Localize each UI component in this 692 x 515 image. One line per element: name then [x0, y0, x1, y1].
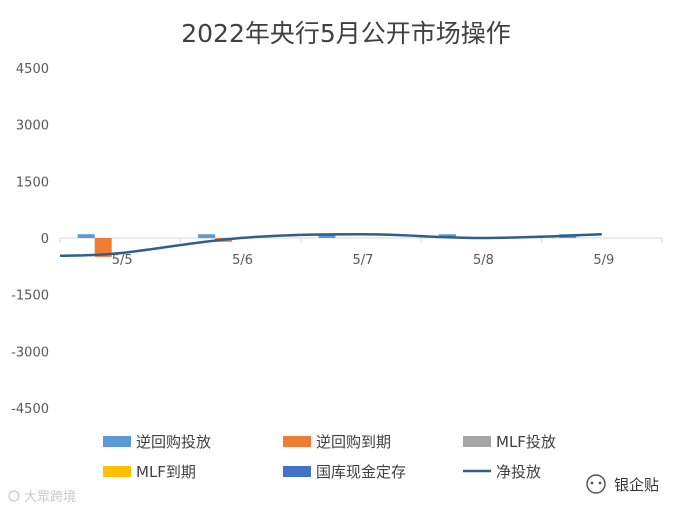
y-tick-label: -3000: [11, 345, 49, 360]
y-tick-label: 1500: [16, 175, 49, 190]
bar: [94, 238, 112, 257]
bar: [77, 234, 95, 238]
bar: [318, 234, 336, 238]
legend-label: 逆回购到期: [316, 433, 391, 451]
legend-label: 逆回购投放: [136, 433, 211, 451]
legend-label: MLF到期: [136, 463, 196, 481]
legend-swatch: [283, 466, 311, 477]
x-tick-label: 5/8: [473, 253, 494, 268]
legend: 逆回购投放 逆回购到期 MLF投放 MLF到期 国库现金定存 净投放: [103, 433, 556, 481]
legend-swatch: [283, 436, 311, 447]
line-layer: [59, 232, 602, 258]
y-tick-label: 3000: [16, 119, 49, 134]
y-tick-label: -4500: [11, 402, 49, 417]
legend-swatch: [463, 436, 491, 447]
legend-label: 国库现金定存: [316, 463, 406, 481]
x-tick-label: 5/6: [232, 253, 253, 268]
y-tick-label: -1500: [11, 289, 49, 304]
y-tick-label: 4500: [16, 62, 49, 77]
bar: [198, 234, 216, 238]
x-tick-label: 5/7: [353, 253, 374, 268]
wechat-icon: [586, 474, 606, 494]
chart-title: 2022年央行5月公开市场操作: [181, 19, 511, 48]
legend-label: 净投放: [496, 463, 541, 481]
net-injection-line: [59, 232, 602, 258]
legend-label: MLF投放: [496, 433, 556, 451]
watermark-left: 大眾跨境: [8, 490, 76, 505]
wechat-icon-eye-right: [598, 481, 602, 485]
watermark-logo-icon: [8, 490, 20, 502]
watermark-left-text: 大眾跨境: [24, 490, 76, 505]
x-tick-layer: 5/5 5/6 5/7 5/8 5/9: [112, 253, 615, 268]
y-tick-label: 0: [41, 232, 49, 247]
x-tick-label: 5/5: [112, 253, 133, 268]
axis-layer: 4500 3000 1500 0 -1500 -3000 -4500: [11, 62, 663, 417]
wechat-icon-eye-left: [590, 481, 594, 485]
legend-swatch: [103, 466, 131, 477]
legend-swatch: [103, 436, 131, 447]
x-tick-label: 5/9: [593, 253, 614, 268]
watermark-right: 银企贴: [586, 474, 659, 494]
watermark-right-text: 银企贴: [614, 476, 659, 494]
